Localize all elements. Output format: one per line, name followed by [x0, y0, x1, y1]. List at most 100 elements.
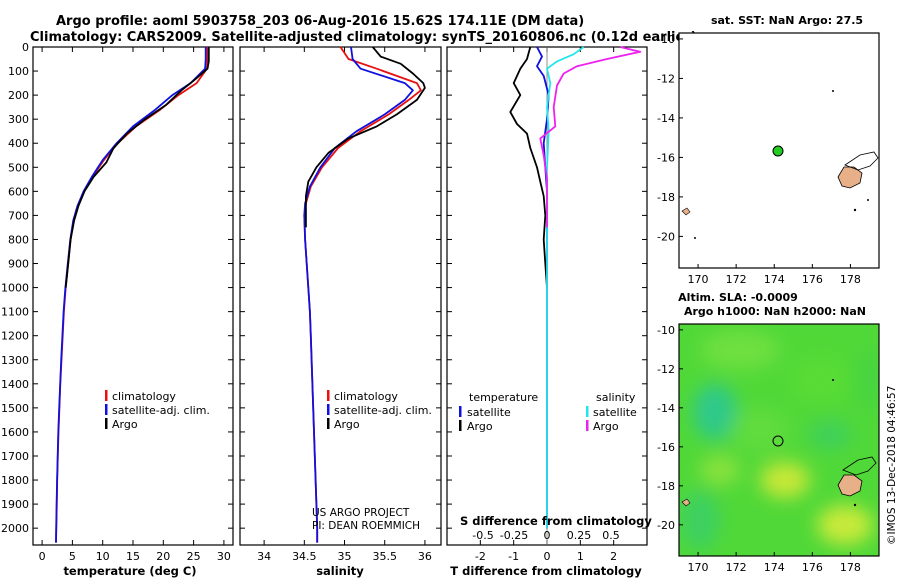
x-tick-label: 10 — [96, 550, 110, 563]
series-argo — [64, 47, 210, 288]
islet-west — [681, 207, 691, 216]
legend-swatch-satellite — [327, 404, 330, 415]
map-y-tick-label: -14 — [657, 112, 675, 125]
difference-xlabel: T difference from climatology — [450, 564, 642, 578]
island-vanua-levu — [844, 151, 879, 171]
map-x-tick-label: 178 — [840, 273, 861, 286]
map-x-tick-label: 170 — [688, 561, 709, 574]
s-tick-label: -0.5 — [472, 529, 493, 542]
islet-south — [694, 237, 696, 239]
temperature-x-axis: 0 5 10 15 20 25 30 — [39, 47, 231, 563]
legend-satellite: satellite-adj. clim. — [334, 404, 432, 417]
x-tick-label: 2 — [610, 550, 617, 563]
map-y-tick-label: -12 — [657, 363, 675, 376]
depth-tick-label: 900 — [8, 258, 29, 271]
temperature-xlabel: temperature (deg C) — [63, 564, 196, 578]
x-tick-label: -2 — [475, 550, 486, 563]
depth-tick-label: 1100 — [1, 306, 29, 319]
sla-map-title-1: Altim. SLA: -0.0009 — [678, 291, 798, 304]
x-tick-label: 20 — [156, 550, 170, 563]
series-satellite-adj-clim- — [303, 46, 414, 543]
s-tick-label: 0 — [544, 529, 551, 542]
project-annotation: US ARGO PROJECT — [312, 507, 410, 519]
map-x-tick-label: 172 — [726, 561, 747, 574]
difference-x-axis: -2 -1 0 1 2 — [475, 47, 617, 563]
depth-tick-label: 400 — [8, 137, 29, 150]
map-x-tick-label: 176 — [802, 561, 823, 574]
title-line-2: Climatology: CARS2009. Satellite-adjuste… — [30, 30, 697, 45]
depth-tick-label: 800 — [8, 233, 29, 246]
depth-tick-label: 1600 — [1, 426, 29, 439]
salinity-x-axis: 34 34.5 35 35.5 36 — [257, 47, 432, 563]
depth-tick-label: 0 — [22, 41, 29, 54]
sla-map-ticks: 170 172 174 176 178 -10 -12 -14 -16 -18 -20 — [657, 324, 861, 574]
legend-temperature-heading: temperature — [469, 391, 538, 404]
legend-salinity-heading: salinity — [596, 391, 636, 404]
series-salinity-argo — [539, 46, 642, 228]
island-viti-levu — [837, 166, 863, 189]
x-tick-label: 35 — [338, 550, 352, 563]
map-y-tick-label: -16 — [657, 151, 675, 164]
legend-temp-argo: Argo — [467, 420, 493, 433]
map-y-tick-label: -20 — [657, 230, 675, 243]
depth-tick-label: 100 — [8, 65, 29, 78]
map-y-tick-label: -18 — [657, 480, 675, 493]
salinity-series — [303, 46, 426, 543]
legend-swatch-temp-argo — [459, 420, 462, 431]
islet-east — [853, 208, 857, 212]
series-salinity-satellite — [546, 46, 585, 529]
island-vanua-levu — [842, 456, 877, 476]
x-tick-label: 0 — [544, 550, 551, 563]
depth-tick-label: 500 — [8, 161, 29, 174]
sst-map-ticks: 170 172 174 176 178 -10 -12 -14 -16 -18 -20 — [657, 33, 861, 286]
depth-tick-label: 1300 — [1, 354, 29, 367]
sla-field — [679, 324, 879, 556]
islet-north — [832, 379, 834, 381]
x-tick-label: 1 — [577, 550, 584, 563]
map-y-tick-label: -16 — [657, 441, 675, 454]
x-tick-label: 5 — [69, 550, 76, 563]
x-tick-label: 25 — [187, 550, 201, 563]
series-satellite-adj-clim- — [55, 47, 207, 543]
credit-stamp: ©IMOS 13-Dec-2018 04:46:57 — [886, 386, 898, 545]
temperature-series — [55, 47, 210, 543]
islet-north — [832, 90, 834, 92]
map-x-tick-label: 174 — [764, 273, 785, 286]
legend-swatch-sal-argo — [586, 420, 589, 431]
legend-sal-satellite: satellite — [593, 406, 637, 419]
sla-map: 170 172 174 176 178 -10 -12 -14 -16 -18 -20 — [657, 323, 880, 574]
legend-swatch-sal-satellite — [586, 406, 589, 417]
islet-west — [681, 498, 691, 507]
map-x-tick-label: 170 — [688, 273, 709, 286]
x-tick-label: 36 — [418, 550, 432, 563]
salinity-legend: climatology satellite-adj. clim. Argo — [327, 390, 432, 431]
salinity-xlabel: salinity — [316, 564, 364, 578]
map-y-tick-label: -18 — [657, 191, 675, 204]
argo-float-marker — [772, 145, 784, 157]
legend-climatology: climatology — [334, 390, 398, 403]
map-y-tick-label: -20 — [657, 519, 675, 532]
series-climatology — [55, 47, 209, 543]
map-x-tick-label: 172 — [726, 273, 747, 286]
depth-tick-label: 200 — [8, 89, 29, 102]
islet-east — [853, 503, 857, 507]
title-line-1: Argo profile: aoml 5903758_203 06-Aug-20… — [56, 14, 584, 29]
x-tick-label: 34 — [257, 550, 271, 563]
depth-tick-label: 1200 — [1, 330, 29, 343]
depth-tick-label: 1700 — [1, 450, 29, 463]
legend-swatch-climatology — [105, 390, 108, 401]
sst-map-title: sat. SST: NaN Argo: 27.5 — [711, 14, 863, 27]
sst-land — [681, 90, 879, 239]
depth-axis: 0 100 200 300 400 500 600 700 800 900 1000 1100 1200… — [1, 41, 647, 535]
sst-map: 170 172 174 176 178 -10 -12 -14 -16 -18 -20 — [657, 32, 880, 286]
map-x-tick-label: 174 — [764, 561, 785, 574]
depth-tick-label: 1000 — [1, 282, 29, 295]
legend-argo: Argo — [334, 418, 360, 431]
s-tick-label: -0.25 — [500, 529, 528, 542]
x-tick-label: -1 — [508, 550, 519, 563]
salinity-panel — [239, 46, 442, 546]
difference-series — [509, 46, 642, 529]
s-difference-ticks: -0.5 -0.25 0 0.25 0.5 — [472, 529, 619, 542]
series-temperature-argo — [509, 46, 548, 288]
